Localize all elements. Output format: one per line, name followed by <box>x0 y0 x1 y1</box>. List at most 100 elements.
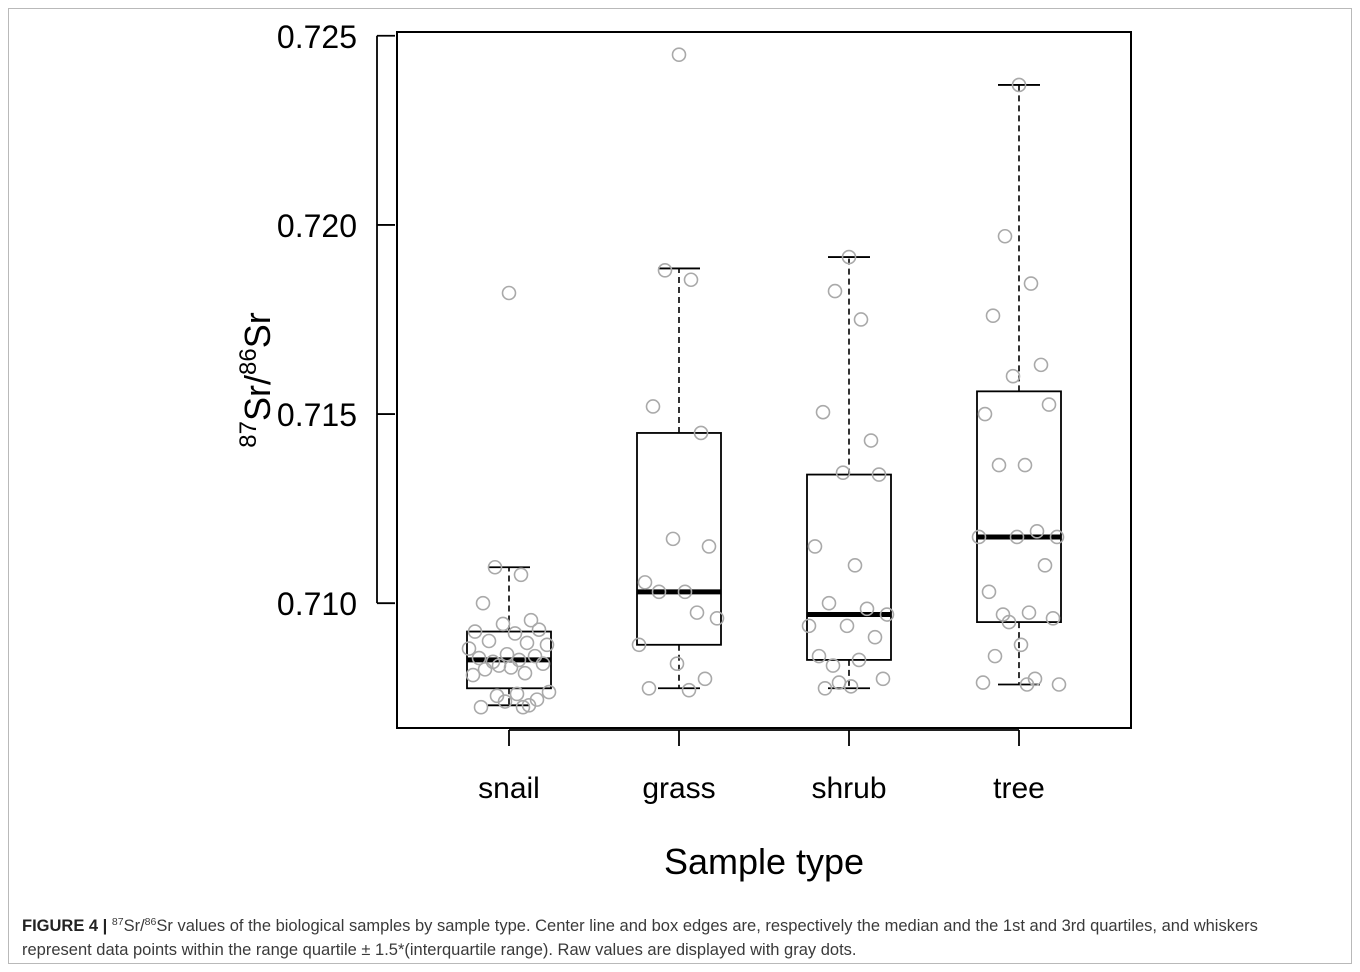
x-tick-label: snail <box>478 772 540 805</box>
data-point <box>871 467 887 482</box>
data-point <box>1017 457 1033 473</box>
data-point <box>875 671 891 687</box>
y-axis-title: 87Sr/86Sr <box>235 312 278 447</box>
data-point <box>499 646 515 662</box>
data-point <box>477 662 493 677</box>
data-point <box>515 699 531 715</box>
data-point <box>693 425 709 441</box>
data-point <box>975 675 991 690</box>
data-point <box>811 648 827 664</box>
data-point <box>519 635 535 651</box>
data-point <box>631 637 647 653</box>
data-point <box>851 652 867 668</box>
caption-sup1: 87 <box>111 916 124 928</box>
y-axis-title-sup1: 87 <box>235 421 262 448</box>
data-point <box>637 575 653 590</box>
data-point <box>527 648 543 664</box>
y-tick-label: 0.725 <box>277 19 357 55</box>
data-point <box>665 531 681 547</box>
y-axis-title-part2: Sr <box>237 312 278 348</box>
data-point <box>657 263 673 278</box>
data-point <box>835 465 851 480</box>
data-point <box>709 611 725 626</box>
data-point <box>971 529 987 545</box>
data-point <box>531 622 547 637</box>
data-point <box>689 605 705 620</box>
data-point <box>535 656 551 671</box>
y-tick-label: 0.720 <box>277 208 357 244</box>
data-point <box>509 686 525 702</box>
data-point <box>475 595 491 611</box>
data-point <box>671 47 687 62</box>
data-point <box>507 626 523 641</box>
data-point <box>487 559 503 575</box>
data-point <box>977 406 993 422</box>
data-point <box>987 648 1003 664</box>
box <box>636 432 722 646</box>
data-point <box>539 637 555 653</box>
caption-text: Sr values of the biological samples by s… <box>22 917 1258 959</box>
data-point <box>1013 637 1029 653</box>
data-point <box>1041 397 1057 412</box>
data-point <box>853 312 869 327</box>
box-plot: 0.710 0.715 0.720 0.725 snail grass shrub tree… <box>235 19 1132 882</box>
data-point <box>677 584 693 600</box>
data-point <box>501 285 517 301</box>
data-point <box>807 539 823 554</box>
data-point <box>801 618 817 634</box>
data-point <box>863 433 879 448</box>
plot-area-border <box>396 31 1132 729</box>
data-point <box>471 650 487 666</box>
data-point <box>1023 276 1039 291</box>
data-point <box>815 404 831 420</box>
data-point <box>645 399 661 414</box>
data-point <box>843 679 859 694</box>
data-point <box>847 558 863 573</box>
data-point <box>495 616 511 632</box>
data-point <box>1009 529 1025 545</box>
data-point <box>1001 614 1017 630</box>
data-point <box>839 618 855 634</box>
data-point <box>859 601 875 617</box>
data-point <box>461 641 477 656</box>
data-point <box>1029 524 1045 539</box>
boxes <box>466 84 1062 707</box>
data-point <box>1037 558 1053 573</box>
data-point <box>1051 677 1067 692</box>
data-point <box>1049 529 1065 545</box>
data-point <box>481 633 497 649</box>
data-point <box>841 249 857 265</box>
caption-sup2: 86 <box>144 916 157 928</box>
x-axis-title: Sample type <box>664 841 864 882</box>
data-point <box>1045 611 1061 626</box>
caption-label: FIGURE 4 | <box>22 917 108 935</box>
data-point <box>683 272 699 288</box>
data-point <box>465 667 481 683</box>
data-point <box>817 680 833 696</box>
data-point <box>831 675 847 690</box>
caption-part1: Sr/ <box>123 917 145 935</box>
box <box>976 390 1062 623</box>
x-tick-label: grass <box>642 772 715 805</box>
y-axis-title-sup2: 86 <box>235 348 262 375</box>
data-point <box>511 652 527 668</box>
data-point <box>503 660 519 675</box>
data-point <box>821 595 837 611</box>
x-axis: snail grass shrub tree <box>478 729 1045 805</box>
figure-caption: FIGURE 4 | 87Sr/86Sr values of the biolo… <box>22 914 1332 962</box>
data-point <box>641 680 657 696</box>
data-point <box>669 656 685 671</box>
data-point <box>867 629 883 645</box>
data-point <box>985 308 1001 323</box>
y-tick-label: 0.715 <box>277 397 357 433</box>
x-tick-label: tree <box>993 772 1045 805</box>
data-point <box>497 694 513 709</box>
data-point <box>997 228 1013 244</box>
data-point <box>681 682 697 698</box>
data-point <box>991 457 1007 473</box>
data-point <box>651 584 667 600</box>
data-point <box>513 567 529 583</box>
data-point <box>697 671 713 687</box>
data-point <box>1021 605 1037 620</box>
data-point <box>517 665 533 681</box>
